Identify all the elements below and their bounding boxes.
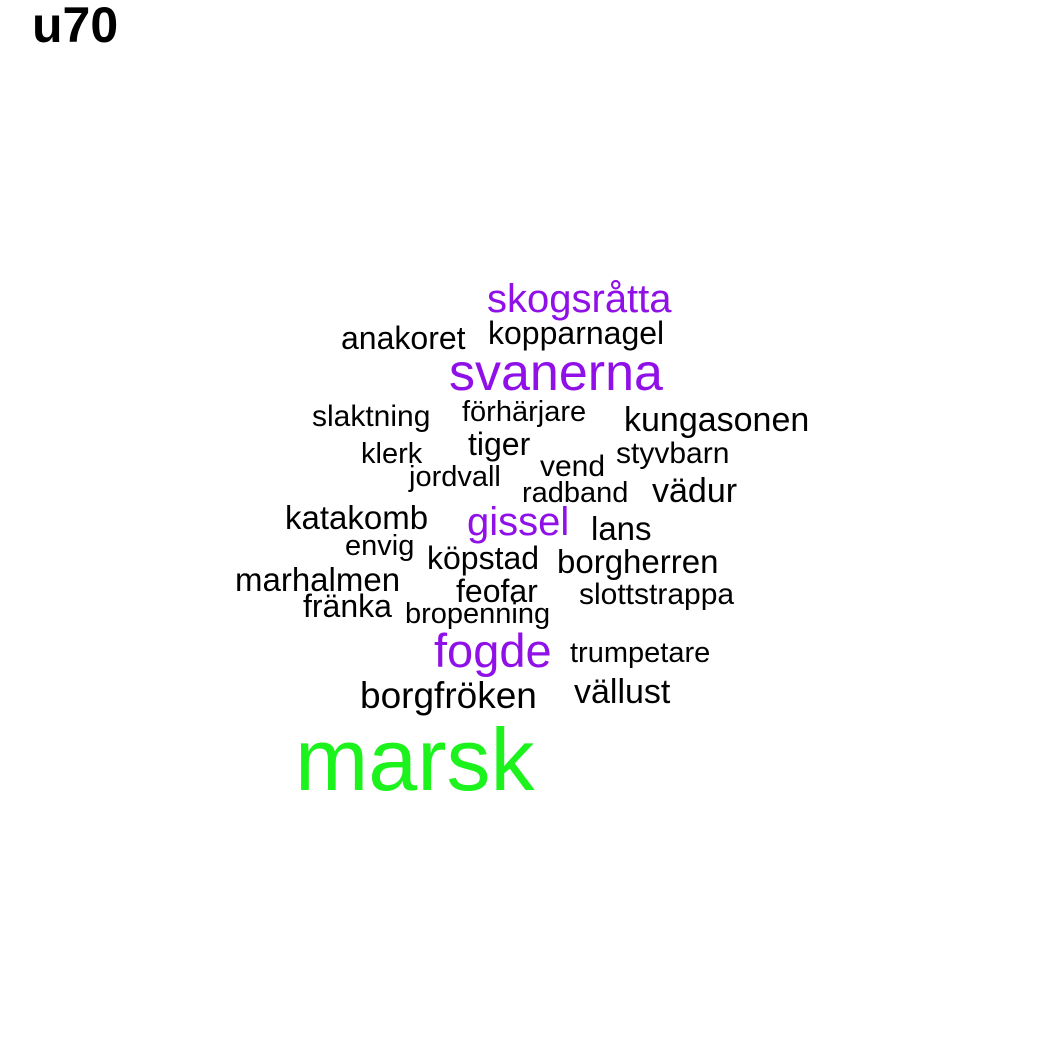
word-kungasonen: kungasonen [624,401,810,439]
page-title: u70 [32,0,119,53]
word-vend: vend [540,450,606,483]
word-radband: radband [522,477,629,509]
word-tiger: tiger [468,426,531,462]
word-marhalmen: marhalmen [235,561,401,598]
word-forharjare: förhärjare [462,396,587,428]
word-vadur: vädur [652,472,738,510]
word-franka: fränka [303,588,392,624]
word-bropenning: bropenning [405,598,551,630]
word-kopstad: köpstad [427,540,540,576]
word-envig: envig [345,530,415,562]
word-fogde: fogde [434,624,552,677]
word-lans: lans [591,510,652,547]
word-slaktning: slaktning [312,400,431,433]
word-styvbarn: styvbarn [616,437,730,470]
word-marsk: marsk [295,710,535,809]
word-anakoret: anakoret [341,320,466,356]
word-klerk: klerk [361,438,423,470]
word-kopparnagel: kopparnagel [488,315,665,351]
word-jordvall: jordvall [409,461,501,493]
word-borgherren: borgherren [557,543,719,580]
word-katakomb: katakomb [285,499,429,536]
word-vallust: vällust [574,673,671,711]
word-borgfroken: borgfröken [360,675,537,716]
word-trumpetare: trumpetare [570,637,711,669]
word-feofar: feofar [456,573,538,609]
word-gissel: gissel [467,500,570,544]
word-slottstrappa: slottstrappa [579,578,735,611]
word-skogsratta: skogsråtta [487,277,672,321]
word-svanerna: svanerna [449,344,663,402]
